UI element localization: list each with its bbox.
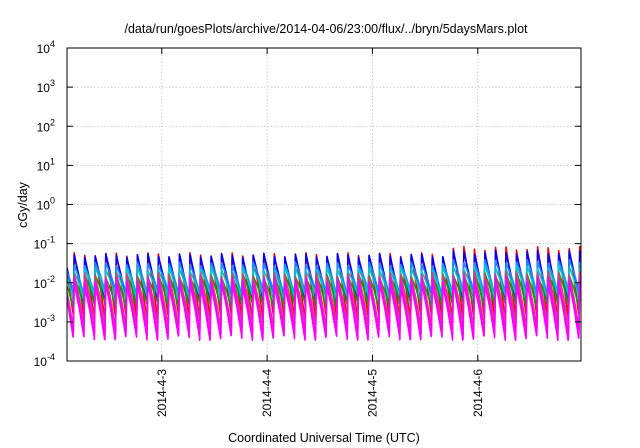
y-tick-label: 100 bbox=[37, 196, 55, 213]
y-tick-labels: 10-4 10-3 10-2 10-1 100 101 102 103 104 bbox=[34, 39, 55, 369]
tick-marks bbox=[67, 47, 581, 362]
x-tick-labels: 2014-4-3 2014-4-4 2014-4-5 2014-4-6 bbox=[155, 369, 485, 417]
y-tick-label: 103 bbox=[37, 78, 55, 95]
x-tick-label: 2014-4-3 bbox=[155, 369, 169, 417]
x-tick-label: 2014-4-5 bbox=[365, 369, 379, 417]
y-tick-label: 10-1 bbox=[34, 235, 55, 252]
x-tick-label: 2014-4-4 bbox=[260, 369, 274, 417]
series-line-6 bbox=[67, 270, 581, 328]
x-axis-label: Coordinated Universal Time (UTC) bbox=[228, 431, 420, 445]
y-tick-label: 104 bbox=[37, 39, 55, 56]
y-tick-label: 101 bbox=[37, 156, 55, 173]
y-tick-label: 10-2 bbox=[34, 274, 55, 291]
chart-title: /data/run/goesPlots/archive/2014-04-06/2… bbox=[124, 22, 528, 36]
y-tick-label: 10-3 bbox=[34, 313, 55, 330]
x-tick-label: 2014-4-6 bbox=[471, 369, 485, 417]
y-tick-label: 102 bbox=[37, 117, 55, 134]
y-axis-label: cGy/day bbox=[16, 181, 30, 228]
series-group bbox=[67, 245, 581, 341]
y-tick-label: 10-4 bbox=[34, 352, 55, 369]
series-line-3 bbox=[67, 258, 581, 295]
series-line-8 bbox=[67, 281, 581, 341]
series-line-7 bbox=[67, 275, 581, 336]
series-line-4 bbox=[67, 264, 581, 300]
